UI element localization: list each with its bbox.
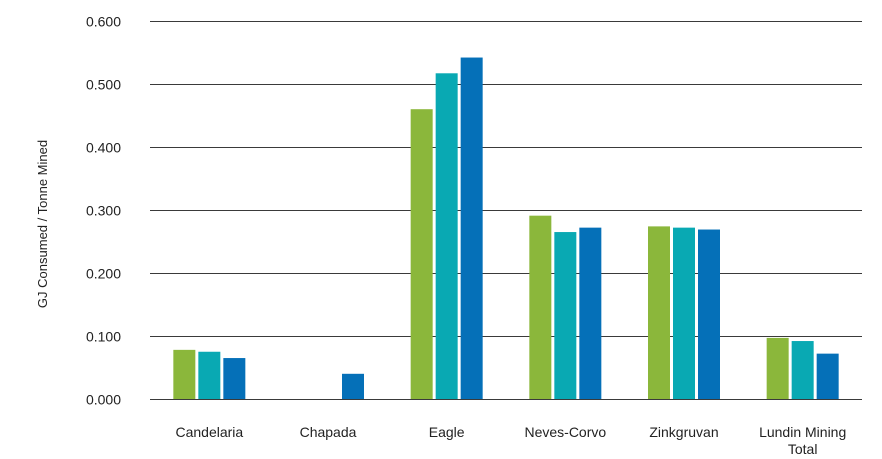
category-label-line: Eagle [429, 424, 465, 440]
bar [460, 57, 483, 399]
bar [648, 226, 670, 399]
bar [554, 232, 577, 399]
bar [791, 341, 814, 399]
bar [410, 109, 433, 399]
y-tick-label: 0.600 [86, 14, 121, 30]
category-label: Eagle [429, 424, 465, 440]
category-label: Candelaria [175, 424, 243, 440]
category-label: Lundin Mining Total [759, 424, 846, 457]
bar [529, 215, 552, 399]
bar [579, 227, 602, 399]
y-axis-tick-labels: 0.000 0.100 0.200 0.300 0.400 0.500 0.600 [86, 14, 121, 408]
bar [223, 358, 246, 399]
y-tick-label: 0.000 [86, 392, 121, 408]
bar [198, 351, 221, 399]
gridlines [150, 21, 862, 400]
y-tick-label: 0.500 [86, 77, 121, 93]
y-tick-label: 0.300 [86, 203, 121, 219]
category-label-line: Total [788, 441, 818, 457]
y-tick-label: 0.100 [86, 329, 121, 345]
category-label: Zinkgruvan [649, 424, 718, 440]
bar [698, 229, 720, 399]
bar [766, 337, 789, 399]
category-label: Neves-Corvo [524, 424, 606, 440]
bars [173, 57, 839, 399]
category-label: Chapada [300, 424, 357, 440]
y-tick-label: 0.400 [86, 140, 121, 156]
bar [435, 73, 458, 399]
category-label-line: Neves-Corvo [524, 424, 606, 440]
category-label-line: Zinkgruvan [649, 424, 718, 440]
y-tick-label: 0.200 [86, 266, 121, 282]
bar [173, 349, 196, 399]
category-label-line: Candelaria [175, 424, 243, 440]
bar [673, 227, 695, 399]
x-axis-category-labels: Candelaria Chapada Eagle Neves-Corvo Zinkgru… [175, 424, 846, 457]
category-label-line: Lundin Mining [759, 424, 846, 440]
bar [342, 373, 364, 399]
bar [816, 353, 839, 399]
category-label-line: Chapada [300, 424, 357, 440]
y-axis-title: GJ Consumed / Tonne Mined [35, 140, 50, 308]
